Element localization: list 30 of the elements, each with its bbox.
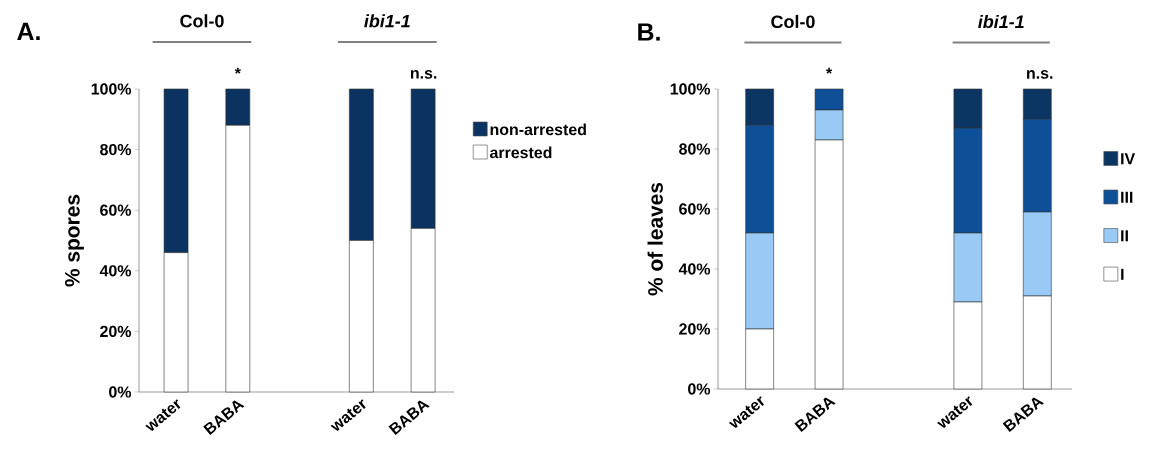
text: * <box>826 67 833 74</box>
legend-label: III <box>1121 191 1133 203</box>
text: Col-0 <box>180 14 224 28</box>
y-tick-label: 60% <box>679 203 711 215</box>
legend-label: II <box>1121 230 1128 242</box>
y-axis-title: % spores <box>64 194 84 287</box>
text: n.s. <box>1027 70 1053 79</box>
y-tick-label: 40% <box>678 263 711 275</box>
text: arrested <box>489 146 552 159</box>
y-tick-label: 100% <box>670 83 711 95</box>
y-tick-label: 20% <box>679 323 711 335</box>
y-tick-label: 0% <box>688 383 711 395</box>
y-axis-title: % of leaves <box>647 182 663 296</box>
legend-label: non-arrested <box>490 123 586 136</box>
text: I <box>1121 268 1124 280</box>
y-tick-label: 80% <box>679 143 711 155</box>
chart-title: B. <box>638 23 660 41</box>
text: ibi1-1 <box>978 14 1024 29</box>
y-tick-label: 0% <box>109 386 132 398</box>
text: Col-0 <box>771 14 815 29</box>
text: n.s. <box>410 69 437 79</box>
y-tick-label: 20% <box>100 325 132 338</box>
y-tick-label: 100% <box>91 83 132 95</box>
text: ibi1-1 <box>364 14 410 28</box>
y-tick-label: 80% <box>100 143 132 156</box>
chart-title: A. <box>17 22 40 40</box>
legend-label: IV <box>1121 153 1136 165</box>
text: * <box>234 67 241 74</box>
y-tick-label: 40% <box>99 265 132 277</box>
y-tick-label: 60% <box>100 204 132 216</box>
